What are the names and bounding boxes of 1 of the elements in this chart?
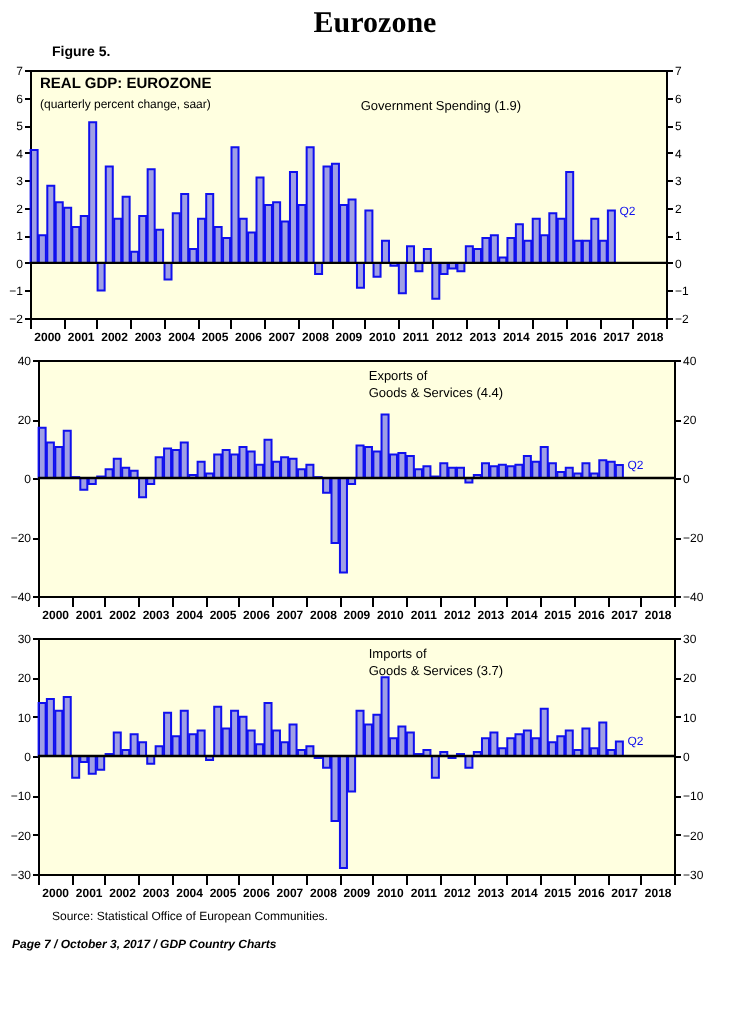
- chart-title: Eurozone: [311, 8, 439, 42]
